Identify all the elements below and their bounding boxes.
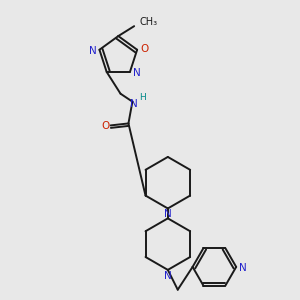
Text: O: O bbox=[140, 44, 148, 54]
Text: N: N bbox=[133, 68, 141, 78]
Text: N: N bbox=[164, 209, 172, 219]
Text: O: O bbox=[101, 122, 110, 131]
Text: N: N bbox=[88, 46, 96, 56]
Text: CH₃: CH₃ bbox=[139, 17, 157, 27]
Text: H: H bbox=[139, 93, 146, 102]
Text: N: N bbox=[239, 263, 247, 273]
Text: N: N bbox=[130, 99, 137, 109]
Text: N: N bbox=[164, 271, 172, 281]
